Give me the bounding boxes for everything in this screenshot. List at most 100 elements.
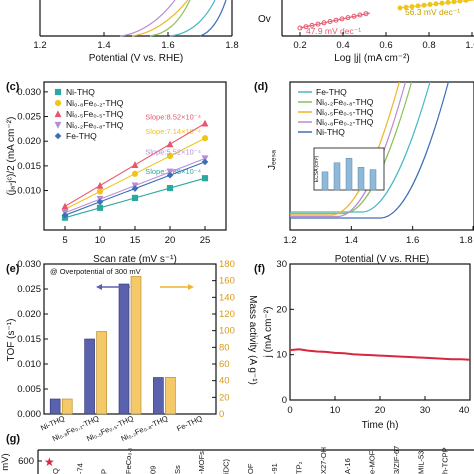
panel-g-xtick-label: 09 (148, 466, 157, 474)
panel-d-curve (290, 81, 431, 213)
panel-g: (g) 600 mV) ★ Q -74 P FeCo₀.₆ 09 Ss -MOFs iDC) O… (0, 433, 474, 474)
panel-d-xtick-label: 1.2 (283, 235, 296, 246)
panel-d-inset-bar (333, 162, 341, 191)
panel-b: Ov 47.9 mV dec⁻¹ 56.3 mV dec⁻¹ 0.2 0.4 0.6… (258, 0, 474, 64)
panel-d-legend-label: Ni₀.₂Fe₀.₈-THQ (316, 97, 374, 107)
panel-b-y-label-fragment: Ov (258, 14, 271, 25)
panel-e: (e) @ Overpotential of 300 mV 0.000 0.005… (6, 259, 258, 443)
panel-e-ytick-label: 0.000 (17, 409, 41, 420)
panel-c: (c) 5 10 15 20 25 0.010 0.015 0.020 0.025 0.030 Sl… (6, 81, 227, 265)
panel-c-slope-label: Slope:7.14×10⁻⁴ (145, 127, 201, 136)
panel-b-red-point (327, 19, 333, 24)
panel-a-xtick-label: 1.2 (33, 40, 46, 51)
panel-e-ytick-label: 0.010 (17, 359, 41, 370)
panel-c-xtick-label: 20 (165, 235, 176, 246)
panel-d-legend-label: Ni-THQ (316, 127, 345, 137)
panel-c-ytick-label: 0.030 (17, 87, 41, 98)
panel-f-xtick-label: 10 (330, 405, 341, 416)
panel-b-yellow-point (457, 0, 463, 4)
panel-c-point (96, 181, 104, 189)
panel-b-yellow-point (421, 2, 427, 8)
panel-d: (d) 1.2 1.4 1.6 1.8Fe-THQNi₀.₂Fe₀.₈-THQNi₀.… (254, 81, 474, 265)
panel-b-red-point (363, 11, 369, 17)
panel-e-y-label: TOF (s⁻¹) (6, 319, 17, 362)
panel-b-yellow-point (433, 1, 439, 7)
panel-c-legend-marker (54, 88, 62, 96)
panel-c-point (131, 185, 139, 192)
panel-d-legend-label: Ni₀.₅Fe₀.₅-THQ (316, 107, 374, 117)
panel-g-xtick-label: MIL-53 (416, 451, 425, 474)
panel-d-curve (290, 81, 449, 219)
star-icon: ★ (44, 455, 55, 469)
panel-g-xtick-label: -91 (270, 463, 279, 474)
panel-b-yellow-fit (397, 0, 474, 11)
panel-e-mass-bar (165, 377, 176, 415)
panel-e-y-label-right: Mass activity (A g⁻¹) (247, 295, 258, 385)
panel-e-tof-bar (153, 377, 164, 415)
panel-b-yellow-point (397, 5, 403, 11)
panel-e-tof-bar (84, 338, 95, 415)
panel-b-yellow-point (409, 4, 415, 10)
panel-a-xtick-label: 1.6 (161, 40, 174, 51)
panel-g-xtick-label: A-16 (343, 458, 352, 474)
panel-d-xtick-label: 1.4 (345, 235, 358, 246)
panel-b-xtick-label: 0.4 (336, 40, 349, 51)
panel-f-ytick-label: 10 (276, 350, 287, 361)
panel-e-ytick-label: 0.025 (17, 284, 41, 295)
panel-b-yellow-point (415, 3, 421, 9)
panel-e-annotation: @ Overpotential of 300 mV (50, 267, 141, 276)
panel-g-xtick-label: -MOFs (197, 451, 206, 474)
panel-b-red-point (321, 20, 327, 26)
panel-c-xtick-label: 25 (200, 235, 211, 246)
panel-b-tafel-label-2: 56.3 mV dec⁻¹ (405, 7, 460, 17)
panel-d-inset-bar (345, 158, 353, 191)
panel-e-mass-bar (96, 331, 107, 415)
panel-c-point (61, 211, 69, 219)
panel-g-xtick-label: TP₂ (295, 461, 304, 474)
panel-f-frame (289, 263, 471, 401)
panel-e-ytick-label: 0.005 (17, 384, 41, 395)
panel-c-point (166, 184, 174, 192)
panel-f-xtick-label: 20 (375, 405, 386, 416)
panel-c-legend-label: Fe-THQ (66, 131, 97, 141)
panel-d-legend-label: Fe-THQ (316, 87, 347, 97)
panel-e-xtick-label: Fe-THQ (175, 414, 203, 434)
panel-e-ytick-right-label: 160 (219, 276, 235, 287)
panel-c-x-label: Scan rate (mV s⁻¹) (93, 254, 177, 265)
panel-e-ytick-right-label: 60 (219, 359, 230, 370)
panel-b-red-point (315, 21, 321, 27)
panel-b-yellow-point (403, 4, 409, 10)
panel-c-point (201, 158, 209, 166)
panel-e-mass-bar (61, 398, 73, 415)
panel-c-point (201, 175, 209, 182)
panel-g-label: (g) (6, 433, 20, 445)
panel-b-red-point (357, 12, 363, 18)
panel-c-ytick-label: 0.025 (17, 112, 41, 123)
panel-f-ytick-label: 20 (276, 304, 287, 315)
panel-b-yellow-point (439, 0, 445, 6)
panel-c-point (201, 155, 209, 163)
panel-f-ytick-label: 0 (282, 395, 287, 406)
panel-c-ytick-label: 0.015 (17, 161, 41, 172)
panel-b-xtick-label: 1.0 (465, 40, 474, 51)
panel-a-curve (149, 0, 191, 37)
panel-c-legend-marker (54, 132, 62, 140)
panel-c-label: (c) (6, 81, 20, 93)
panel-c-point (201, 135, 209, 142)
panel-c-xtick-label: 15 (130, 235, 141, 246)
panel-c-legend-label: Ni₀.₈Fe₀.₂-THQ (66, 98, 124, 108)
panel-d-y-label: Jₑₑₛₐ (267, 150, 278, 170)
panel-b-yellow-point (451, 0, 457, 5)
panel-d-legend-label: Ni₀.₈Fe₀.₂-THQ (316, 117, 374, 127)
panel-g-xtick-label: 3/ZIF-67 (392, 446, 401, 474)
panel-c-ytick-label: 0.020 (17, 136, 41, 147)
panel-b-xtick-label: 0.6 (379, 40, 392, 51)
panel-c-point (166, 140, 174, 148)
panel-b-yellow-point (445, 0, 451, 5)
panel-c-point (96, 204, 104, 211)
panel-g-y-label-fragment: mV) (0, 453, 11, 470)
panel-a-x-label: Potential (V vs. RHE) (89, 53, 183, 64)
panel-e-ytick-label: 0.030 (17, 259, 41, 270)
panel-f: (f) 0 10 20 30 40 0 10 20 30 Time (h) j (mA cm⁻²… (254, 259, 471, 431)
panel-g-xtick-label: iDC) (221, 459, 230, 474)
